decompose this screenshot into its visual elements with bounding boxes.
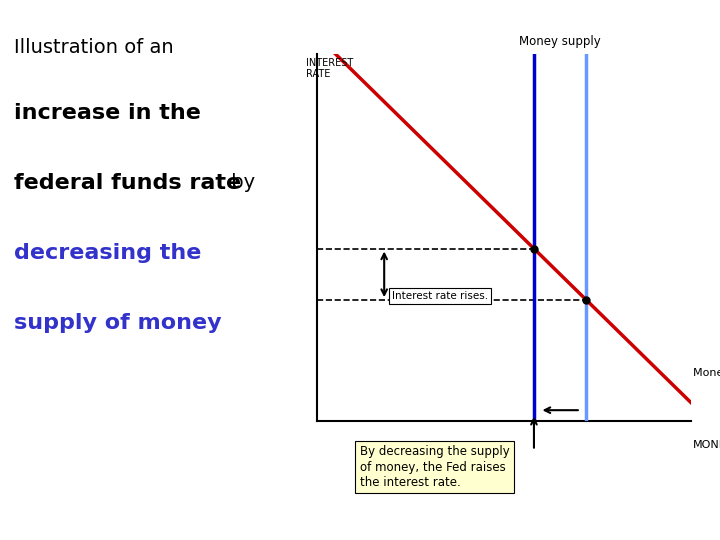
Text: MONEY: MONEY [693,440,720,450]
Text: By decreasing the supply
of money, the Fed raises
the interest rate.: By decreasing the supply of money, the F… [360,446,510,489]
Text: INTEREST
RATE: INTEREST RATE [305,58,353,79]
Text: Interest rate rises.: Interest rate rises. [392,292,488,301]
Text: federal funds rate: federal funds rate [14,173,241,193]
Text: Illustration of an: Illustration of an [14,38,174,57]
Text: decreasing the: decreasing the [14,243,202,263]
Text: Money supply: Money supply [519,36,601,49]
Text: Money demand: Money demand [693,368,720,379]
Text: supply of money: supply of money [14,313,222,333]
Text: increase in the: increase in the [14,103,202,123]
Text: by: by [225,173,255,192]
